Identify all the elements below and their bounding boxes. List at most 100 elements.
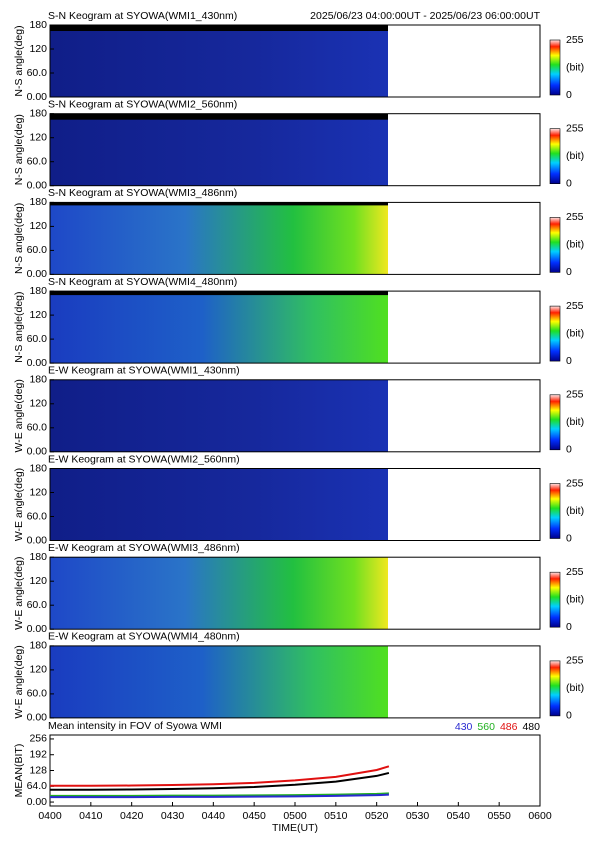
y-tick-label: 0.00	[27, 446, 48, 458]
keogram-top-band	[50, 202, 388, 206]
y-tick-label: 180	[29, 551, 47, 563]
panel-subtitle: 2025/06/23 04:00:00UT - 2025/06/23 06:00…	[310, 10, 540, 22]
y-tick-label: 180	[29, 285, 47, 297]
colorbar-tick-label: 0	[566, 89, 572, 101]
x-tick-label: 0410	[79, 810, 103, 822]
colorbar	[549, 483, 561, 539]
y-axis-label: W-E angle(deg)	[13, 645, 25, 718]
series-line	[50, 792, 389, 797]
colorbar	[549, 394, 561, 451]
x-tick-label: 0520	[365, 810, 389, 822]
panel-title: E-W Keogram at SYOWA(WMI1_430nm)	[48, 365, 240, 377]
series-line	[50, 765, 390, 787]
keogram-image	[50, 645, 388, 718]
colorbar-label: (bit)	[566, 150, 584, 162]
y-tick-label: 0.00	[27, 268, 48, 280]
y-axis-label: N-S angle(deg)	[13, 203, 25, 274]
x-tick-label: 0540	[447, 810, 471, 822]
keogram-image	[50, 379, 388, 452]
plot-frame	[49, 201, 541, 275]
y-axis-label: W-E angle(deg)	[13, 379, 25, 452]
y-tick-label: 60.0	[27, 688, 48, 700]
colorbar-tick-label: 255	[566, 655, 584, 667]
y-axis-label: N-S angle(deg)	[13, 291, 25, 362]
y-tick-label: 180	[29, 107, 47, 119]
colorbar-label: (bit)	[566, 682, 584, 694]
y-tick-label: 256	[29, 733, 47, 745]
legend-entry: 480	[522, 721, 540, 733]
y-tick-label: 180	[29, 19, 47, 31]
y-tick-label: 180	[29, 462, 47, 474]
colorbar-tick-label: 0	[566, 621, 572, 633]
keogram-image	[50, 291, 388, 364]
colorbar-tick-label: 0	[566, 355, 572, 367]
keogram-image	[50, 468, 388, 541]
colorbar-label: (bit)	[566, 61, 584, 73]
y-axis-label: N-S angle(deg)	[13, 25, 25, 96]
y-tick-label: 60.0	[27, 333, 48, 345]
colorbar-tick-label: 0	[566, 710, 572, 722]
keogram-top-band	[50, 113, 388, 120]
y-tick-label: 120	[29, 309, 47, 321]
y-tick-label: 60.0	[27, 155, 48, 167]
series-line	[50, 771, 390, 791]
colorbar	[549, 305, 561, 362]
x-tick-label: 0500	[283, 810, 307, 822]
x-tick-label: 0550	[487, 810, 511, 822]
x-tick-label: 0600	[528, 810, 552, 822]
x-tick-label: 0400	[38, 810, 62, 822]
series-line	[50, 793, 389, 799]
colorbar	[549, 217, 561, 273]
y-tick-label: 128	[29, 764, 47, 776]
x-tick-label: 0530	[406, 810, 430, 822]
colorbar	[549, 128, 561, 184]
x-tick-label: 0420	[120, 810, 144, 822]
y-tick-label: 120	[29, 486, 47, 498]
colorbar-label: (bit)	[566, 416, 584, 428]
y-tick-label: 60.0	[27, 422, 48, 434]
legend-entry: 486	[500, 721, 518, 733]
panel-title: E-W Keogram at SYOWA(WMI2_560nm)	[48, 453, 240, 465]
colorbar-tick-label: 0	[566, 266, 572, 278]
x-tick-label: 0510	[324, 810, 348, 822]
keogram-top-band	[50, 291, 388, 296]
y-tick-label: 60.0	[27, 67, 48, 79]
plot-frame	[49, 468, 541, 541]
y-tick-label: 180	[29, 374, 47, 386]
panel-title: S-N Keogram at SYOWA(WMI3_486nm)	[48, 187, 237, 199]
keogram-image	[50, 113, 388, 186]
y-axis-label: W-E angle(deg)	[13, 468, 25, 541]
keogram-top-band	[50, 25, 388, 31]
colorbar-label: (bit)	[566, 505, 584, 517]
y-tick-label: 180	[29, 196, 47, 208]
y-tick-label: 0.00	[27, 357, 48, 369]
y-tick-label: 60.0	[27, 244, 48, 256]
keogram-image	[50, 557, 388, 630]
colorbar	[549, 39, 561, 96]
y-tick-label: 64.0	[27, 780, 48, 792]
colorbar-tick-label: 255	[566, 211, 584, 223]
x-tick-label: 0430	[161, 810, 185, 822]
y-tick-label: 192	[29, 749, 47, 761]
y-tick-label: 0.00	[27, 623, 48, 635]
panel-title: S-N Keogram at SYOWA(WMI2_560nm)	[48, 98, 237, 110]
colorbar-label: (bit)	[566, 327, 584, 339]
y-tick-label: 0.00	[27, 712, 48, 724]
keogram-image	[50, 202, 388, 275]
colorbar-tick-label: 255	[566, 122, 584, 134]
colorbar-label: (bit)	[566, 239, 584, 251]
y-tick-label: 120	[29, 43, 47, 55]
plot-frame	[49, 379, 541, 453]
colorbar-tick-label: 0	[566, 177, 572, 189]
y-tick-label: 120	[29, 664, 47, 676]
plot-frame	[49, 113, 541, 187]
legend-entry: 560	[477, 721, 495, 733]
panel-title: Mean intensity in FOV of Syowa WMI	[48, 720, 222, 732]
panel-title: E-W Keogram at SYOWA(WMI3_486nm)	[48, 542, 240, 554]
legend-entry: 430	[455, 721, 473, 733]
x-axis-label: TIME(UT)	[272, 822, 318, 834]
x-tick-label: 0440	[202, 810, 226, 822]
y-tick-label: 0.00	[27, 179, 48, 191]
colorbar-tick-label: 0	[566, 532, 572, 544]
